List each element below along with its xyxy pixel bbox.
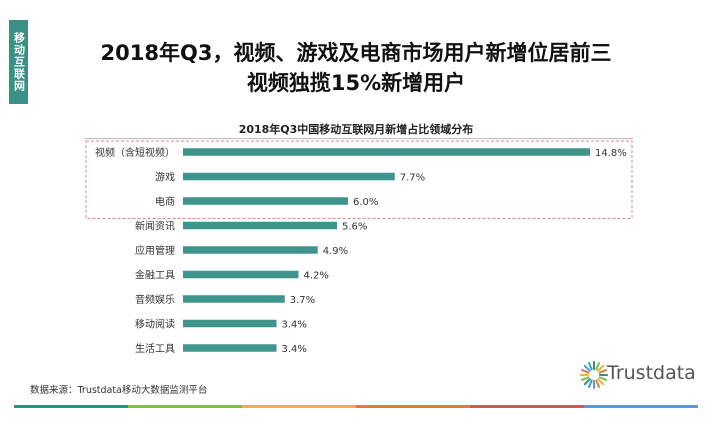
footer-segment [14, 405, 128, 408]
footer-segment [470, 405, 584, 408]
category-label: 音频娱乐 [135, 293, 175, 306]
bar [183, 319, 277, 328]
category-label: 金融工具 [135, 269, 175, 282]
value-label: 4.9% [323, 246, 348, 257]
chart-title: 2018年Q3中国移动互联网月新增占比领域分布 [238, 123, 474, 136]
logo-ray [583, 378, 591, 386]
headline-line-1: 2018年Q3，视频、游戏及电商市场用户新增位居前三 [100, 41, 612, 65]
value-label: 5.6% [342, 222, 367, 233]
bar [183, 148, 590, 156]
logo-ray [597, 378, 605, 386]
bar [183, 270, 299, 279]
logo-ray [595, 361, 600, 371]
value-label: 3.4% [282, 344, 307, 355]
logo-ray [588, 361, 593, 371]
footer-segment [584, 405, 698, 408]
footer-color-bar [14, 405, 698, 408]
logo-ray [597, 364, 605, 372]
category-side-tab: 移动互联网 [9, 20, 28, 104]
category-label: 应用管理 [135, 244, 175, 257]
trustdata-logo: Trustdata [580, 356, 698, 396]
category-label: 移动阅读 [135, 318, 175, 331]
category-label: 生活工具 [135, 342, 175, 355]
logo-ray [598, 369, 608, 374]
logo-ray [580, 369, 590, 374]
footer-segment [128, 405, 242, 408]
logo-ray [583, 364, 591, 372]
value-label: 7.7% [400, 173, 425, 184]
value-label: 3.7% [290, 295, 315, 306]
value-label: 6.0% [353, 197, 378, 208]
highlight-top3-box [85, 140, 633, 219]
bar [183, 344, 277, 352]
chart-title-divider [85, 138, 633, 139]
value-label: 4.2% [304, 271, 329, 282]
footer-segment [242, 405, 356, 408]
logo-ray [580, 376, 590, 381]
logo-ray [588, 379, 593, 389]
footer-segment [356, 405, 470, 408]
category-label: 新闻资讯 [135, 220, 175, 233]
bar [183, 246, 318, 254]
value-label: 3.4% [282, 320, 307, 331]
data-source-note: 数据来源：Trustdata移动大数据监测平台 [30, 385, 208, 396]
bar [183, 172, 395, 181]
value-label: 14.8% [595, 148, 627, 159]
logo-burst-icon [580, 361, 608, 389]
category-label: 电商 [155, 195, 175, 208]
category-label: 视频（含短视频） [95, 146, 175, 159]
logo-ray [595, 379, 600, 389]
category-label: 游戏 [155, 171, 175, 184]
logo-text: Trustdata [607, 362, 696, 384]
headline-line-2: 视频独揽15%新增用户 [246, 71, 466, 95]
bar [183, 295, 285, 303]
bar [183, 221, 337, 230]
logo-ray [598, 376, 608, 381]
bar [183, 197, 348, 205]
